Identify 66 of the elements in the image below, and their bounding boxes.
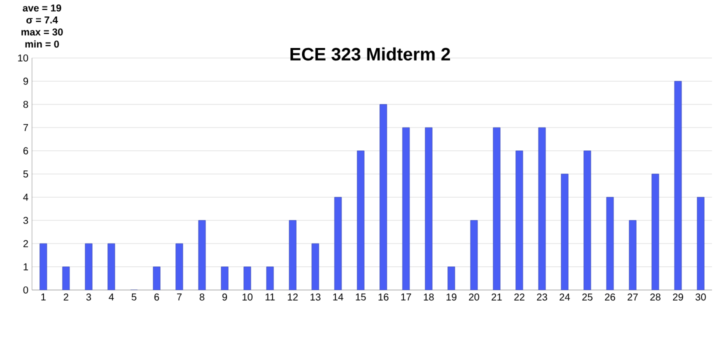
x-tick-label: 26 [604, 294, 616, 301]
bar [652, 174, 660, 290]
x-tick-label: 8 [200, 294, 204, 301]
x-tick-label: 10 [242, 294, 252, 301]
text: ave = 19 [22, 4, 62, 12]
x-tick-label: 6 [154, 294, 160, 301]
x-tick-label: 24 [560, 294, 570, 300]
y-tick-label: 7 [23, 124, 28, 132]
x-tick-label: 13 [310, 294, 320, 301]
bar [244, 266, 252, 290]
text: min = 0 [25, 40, 59, 48]
x-tick-label: 3 [86, 294, 92, 301]
x-tick-label: 19 [446, 294, 456, 301]
bar [108, 243, 116, 290]
text: max = 30 [21, 28, 63, 36]
bar [84, 243, 92, 290]
x-tick-label: 20 [468, 294, 480, 301]
x-tick-label: 14 [333, 294, 344, 300]
y-tick-label: 5 [23, 170, 28, 178]
bar [380, 104, 388, 290]
x-tick-label: 29 [672, 294, 684, 301]
bar [628, 220, 636, 290]
bar [560, 174, 568, 290]
y-tick-label: 6 [23, 147, 28, 154]
y-tick-label: 10 [18, 54, 28, 62]
x-tick-label: 30 [696, 294, 706, 301]
x-tick-label: 12 [288, 294, 298, 300]
x-tick-label: 18 [424, 294, 434, 301]
bar [288, 220, 296, 290]
x-tick-label: 23 [536, 294, 548, 301]
y-tick-label: 1 [24, 263, 28, 270]
bar [312, 243, 320, 290]
x-tick-label: 9 [222, 294, 227, 301]
bar [492, 127, 500, 290]
x-tick-label: 22 [514, 294, 524, 300]
bar [152, 266, 160, 290]
bar [220, 266, 228, 290]
bar [448, 266, 456, 290]
y-tick-label: 3 [23, 216, 28, 224]
chart-title: ECE 323 Midterm 2 [290, 47, 450, 61]
text: σ = 7.4 [26, 16, 58, 24]
x-tick-label: 15 [356, 294, 366, 300]
y-tick-label: 2 [23, 240, 28, 248]
bar [516, 150, 524, 290]
bar [40, 243, 48, 290]
y-tick-label: 9 [23, 78, 28, 85]
x-tick-label: 11 [266, 294, 275, 300]
y-tick-label: 4 [23, 194, 28, 201]
bar [176, 243, 184, 290]
x-tick-label: 1 [41, 294, 46, 300]
bar [696, 197, 704, 290]
bar [356, 150, 364, 290]
y-tick-label: 8 [23, 100, 28, 108]
bar [584, 150, 592, 290]
x-tick-label: 17 [401, 294, 412, 300]
x-tick-label: 16 [378, 294, 388, 301]
bar [424, 127, 432, 290]
x-tick-label: 2 [64, 294, 68, 300]
x-tick-label: 27 [628, 294, 638, 300]
x-tick-label: 21 [492, 294, 502, 300]
x-tick-label: 7 [177, 294, 182, 300]
x-tick-label: 4 [108, 294, 114, 300]
x-tick-label: 28 [650, 294, 660, 301]
x-tick-label: 25 [582, 294, 592, 301]
x-tick-label: 5 [132, 294, 136, 300]
y-tick-label: 0 [23, 286, 28, 294]
